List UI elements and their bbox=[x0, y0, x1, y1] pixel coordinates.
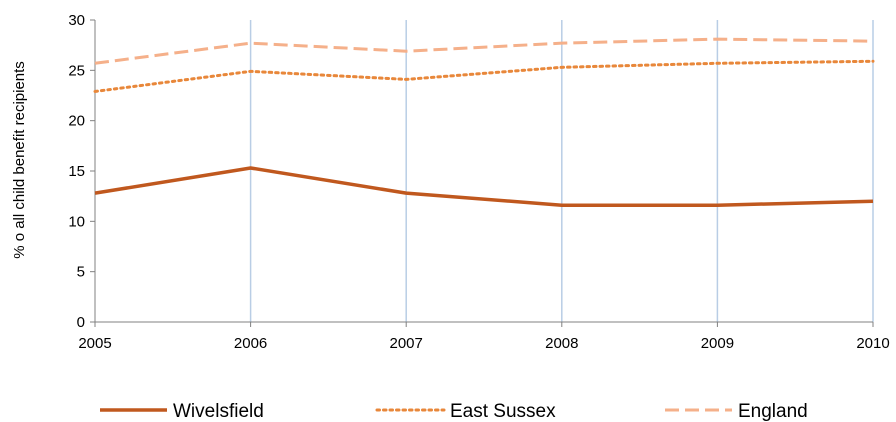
y-tick-label: 15 bbox=[68, 163, 85, 180]
axes bbox=[90, 19, 874, 327]
series-lines bbox=[93, 37, 875, 207]
y-axis-label: % o all child benefit recipients bbox=[11, 61, 28, 259]
y-tick-label: 0 bbox=[77, 314, 85, 331]
y-tick-label: 25 bbox=[68, 62, 85, 79]
legend-label-wivelsfield: Wivelsfield bbox=[173, 401, 264, 422]
y-tick-label: 10 bbox=[68, 213, 85, 230]
series-line-east-sussex bbox=[93, 59, 875, 93]
x-tick-label: 2007 bbox=[390, 335, 423, 352]
legend-label-england: England bbox=[738, 401, 808, 422]
tick-labels: 0 5 10 15 20 25 30 2005 2006 2007 2008 2009 2010 bbox=[68, 12, 889, 352]
y-tick-label: 20 bbox=[68, 113, 85, 130]
legend: Wivelsfield East Sussex England bbox=[100, 401, 808, 422]
series-line-wivelsfield bbox=[94, 166, 874, 207]
x-tick-label: 2009 bbox=[701, 335, 734, 352]
series-line-england bbox=[94, 37, 874, 65]
x-tick-label: 2008 bbox=[545, 335, 578, 352]
y-tick-label: 30 bbox=[68, 12, 85, 29]
gridlines bbox=[249, 20, 874, 322]
x-tick-label: 2010 bbox=[856, 335, 889, 352]
x-tick-label: 2006 bbox=[234, 335, 267, 352]
x-tick-label: 2005 bbox=[78, 335, 111, 352]
y-tick-label: 5 bbox=[77, 264, 85, 281]
legend-label-east-sussex: East Sussex bbox=[450, 401, 556, 422]
